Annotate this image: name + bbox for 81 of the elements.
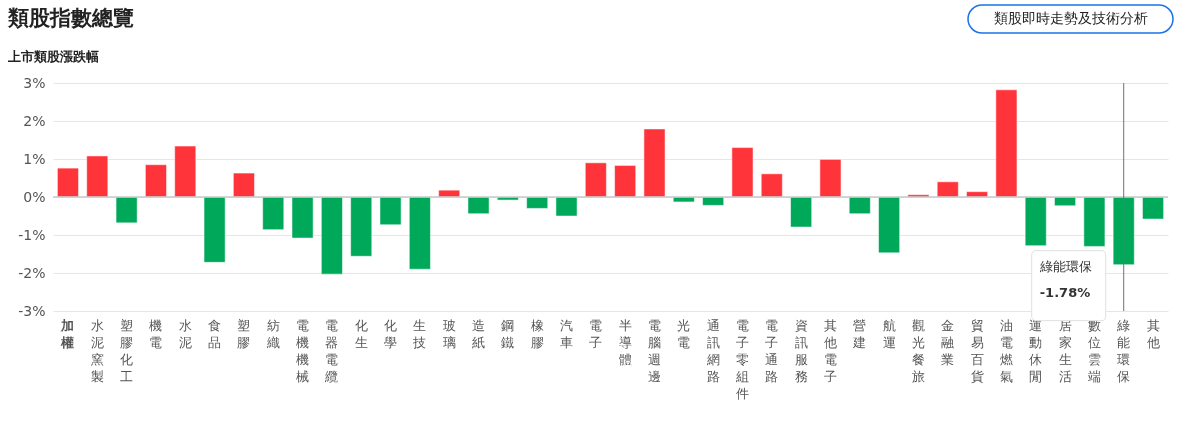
bar: [995, 89, 1018, 198]
x-tick-label: 化學: [384, 317, 398, 350]
bar: [790, 196, 812, 228]
bar: [819, 159, 842, 198]
chart-subtitle: 上市類股漲跌幅: [7, 49, 99, 64]
x-tick-label: 水泥窯製: [90, 317, 104, 384]
bar: [848, 196, 871, 214]
bar: [702, 196, 724, 206]
x-tick-label: 其他電子: [823, 317, 837, 384]
x-tick-label: 水泥: [178, 317, 192, 350]
bar: [57, 167, 79, 198]
bar: [643, 128, 666, 198]
x-tick-label: 航運: [882, 317, 896, 350]
chart-title: 類股指數總覽: [7, 6, 134, 30]
y-tick-label: -3%: [18, 302, 46, 319]
x-tick-label: 電子零組件: [734, 317, 749, 401]
bar: [1024, 196, 1047, 246]
bar: [760, 173, 783, 198]
bar: [614, 165, 636, 198]
bar: [262, 196, 285, 230]
y-tick-label: 0%: [23, 188, 46, 205]
x-tick-label: 塑膠: [237, 317, 251, 350]
bar: [731, 147, 754, 198]
bar: [86, 155, 109, 198]
annotation: 綠能環保 -1.78%: [1038, 258, 1092, 300]
x-tick-label: 玻璃: [442, 317, 456, 350]
x-tick-label: 汽車: [560, 317, 574, 350]
bar: [291, 196, 314, 239]
bar: [409, 196, 431, 270]
bar: [321, 196, 343, 275]
x-tick-label: 其他: [1146, 317, 1160, 350]
y-tick-label: 2%: [23, 112, 46, 129]
y-tick-label: -2%: [18, 264, 46, 281]
bar: [555, 196, 578, 217]
bar: [115, 196, 138, 224]
bar: [936, 181, 959, 198]
x-tick-label: 光電: [677, 317, 691, 350]
bar: [350, 196, 373, 257]
x-tick-label: 機電: [149, 317, 163, 350]
y-tick-label: 1%: [23, 150, 46, 167]
x-tick-label: 營建: [852, 317, 867, 350]
x-tick-label: 半導體: [618, 317, 632, 367]
x-tick-label: 資訊服務: [794, 317, 808, 384]
bar: [203, 196, 226, 263]
bar: [467, 196, 490, 214]
bar: [1083, 196, 1106, 247]
bar: [585, 162, 607, 198]
x-tick-label: 化生: [354, 317, 368, 350]
x-tick-label: 觀光餐旅: [911, 317, 925, 384]
x-tick-label: 塑膠化工: [120, 317, 134, 384]
bar: [379, 196, 402, 225]
bar: [233, 172, 255, 198]
x-tick-label: 油電燃氣: [999, 317, 1013, 384]
x-tick-label: 數位雲端: [1087, 317, 1101, 384]
bar: [1112, 196, 1135, 265]
x-tick-label: 電腦週邊: [647, 317, 661, 384]
x-tick-label: 通訊網路: [705, 317, 720, 384]
x-tick-label: 貿易百貨: [970, 317, 984, 384]
x-tick-label: 加權: [60, 317, 75, 350]
x-tick-label: 電子通路: [765, 317, 779, 384]
x-tick-label: 紡織: [265, 317, 280, 350]
x-tick-label: 電子: [589, 317, 603, 350]
bar: [526, 196, 548, 209]
x-tick-label: 造紙: [472, 317, 486, 350]
text: 類股即時走勢及技術分析: [994, 10, 1148, 26]
x-tick-label: 金融業: [941, 317, 955, 367]
x-tick-label: 鋼鐵: [501, 317, 515, 350]
bar: [878, 196, 900, 254]
bar: [673, 196, 695, 203]
x-tick-label: 食品: [208, 317, 222, 350]
y-tick-label: -1%: [18, 226, 46, 243]
x-tick-label: 橡膠: [530, 317, 544, 350]
x-tick-label: 電器電纜: [324, 317, 339, 384]
x-tick-label: 綠能環保: [1116, 317, 1131, 384]
bar: [174, 145, 197, 198]
bar: [1142, 196, 1164, 220]
x-tick-label: 電機機械: [296, 317, 310, 384]
bar: [145, 164, 167, 198]
x-tick-label: 生技: [412, 317, 427, 350]
x-tick-label: 運動休閒: [1029, 317, 1043, 384]
y-tick-label: 3%: [23, 74, 46, 91]
